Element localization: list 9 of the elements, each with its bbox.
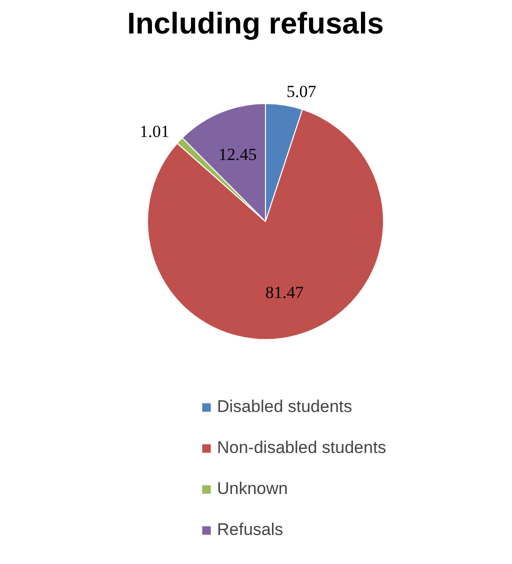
legend-label: Refusals: [217, 520, 284, 540]
chart-title: Including refusals: [127, 8, 384, 40]
legend-label: Disabled students: [217, 397, 352, 417]
data-label: 5.07: [286, 82, 317, 102]
legend-label: Unknown: [217, 479, 288, 499]
legend-label: Non-disabled students: [217, 438, 386, 458]
data-label: 81.47: [265, 283, 304, 302]
data-label: 1.01: [140, 122, 170, 141]
data-label: 12.45: [218, 144, 257, 164]
